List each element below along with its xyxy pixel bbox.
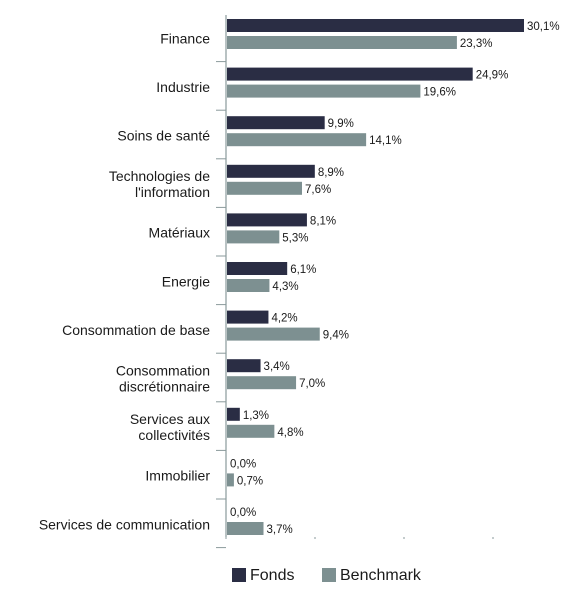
fonds-value-label: 30,1%	[527, 21, 560, 33]
benchmark-bar	[227, 424, 275, 438]
fonds-bar	[227, 164, 315, 178]
benchmark-value-label: 9,4%	[323, 330, 349, 342]
category-label: Industrie	[156, 79, 210, 95]
benchmark-legend-label: Benchmark	[340, 567, 422, 584]
fonds-value-label: 8,1%	[310, 215, 336, 227]
chart-axes	[216, 15, 494, 549]
fonds-bar	[227, 262, 288, 275]
category-label: Technologies de	[109, 168, 210, 184]
benchmark-bar	[227, 279, 270, 292]
chart-legend: Fonds Benchmark	[232, 567, 422, 584]
category-label: Finance	[160, 30, 210, 46]
category-label: Consommation de base	[62, 322, 210, 338]
benchmark-value-label: 7,0%	[299, 378, 325, 390]
category-label: Immobilier	[145, 468, 210, 484]
fonds-bar	[227, 359, 261, 373]
category-label: Energie	[162, 273, 210, 289]
benchmark-bar	[227, 522, 264, 535]
category-label: l'information	[135, 184, 210, 200]
benchmark-bar	[227, 181, 302, 195]
fonds-bar	[227, 116, 325, 130]
benchmark-value-label: 3,7%	[267, 524, 293, 536]
benchmark-value-label: 23,3%	[460, 38, 493, 50]
benchmark-bar	[227, 84, 421, 98]
chart-labels: Finance 30,1% 23,3% Industrie 24,9% 19,6% Soin…	[39, 21, 560, 536]
fonds-value-label: 3,4%	[264, 361, 290, 373]
benchmark-value-label: 19,6%	[423, 87, 456, 99]
fonds-value-label: 4,2%	[271, 313, 297, 325]
fonds-value-label: 6,1%	[290, 264, 316, 276]
fonds-value-label: 8,9%	[318, 167, 344, 179]
category-label: Services aux	[130, 411, 210, 427]
category-label: Matériaux	[149, 225, 210, 241]
benchmark-bar	[227, 473, 234, 487]
benchmark-value-label: 14,1%	[369, 135, 402, 147]
fonds-legend-swatch	[232, 568, 246, 582]
benchmark-value-label: 4,8%	[277, 427, 303, 439]
category-label: collectivités	[138, 427, 210, 443]
fonds-bar	[227, 407, 240, 421]
category-label: Consommation	[116, 363, 210, 379]
category-label: Soins de santé	[117, 128, 210, 144]
category-label: Services de communication	[39, 516, 210, 532]
benchmark-value-label: 4,3%	[272, 281, 298, 293]
benchmark-bar	[227, 376, 297, 390]
fonds-value-label: 1,3%	[243, 410, 269, 422]
benchmark-legend-swatch	[322, 568, 336, 582]
benchmark-value-label: 7,6%	[305, 184, 331, 196]
fonds-value-label: 0,0%	[230, 458, 256, 470]
fonds-bar	[227, 213, 307, 227]
benchmark-bar	[227, 327, 320, 341]
category-label: discrétionnaire	[119, 379, 210, 395]
chart-bars	[227, 19, 524, 535]
fonds-bar	[227, 310, 269, 324]
fonds-legend-label: Fonds	[250, 567, 294, 584]
benchmark-value-label: 0,7%	[237, 475, 263, 487]
fonds-value-label: 0,0%	[230, 507, 256, 519]
benchmark-value-label: 5,3%	[282, 232, 308, 244]
fonds-bar	[227, 67, 473, 81]
benchmark-bar	[227, 133, 367, 147]
benchmark-bar	[227, 36, 457, 49]
fonds-value-label: 24,9%	[476, 70, 509, 82]
fonds-value-label: 9,9%	[328, 118, 354, 130]
benchmark-bar	[227, 230, 280, 244]
fonds-bar	[227, 19, 524, 32]
